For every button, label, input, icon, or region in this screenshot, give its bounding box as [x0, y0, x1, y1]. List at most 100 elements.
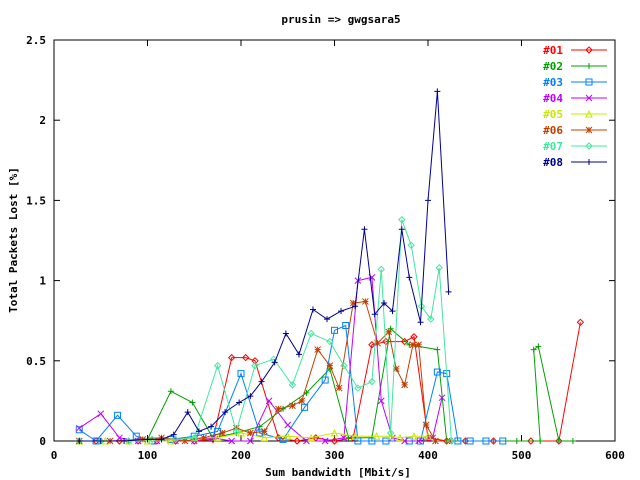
series-line: [78, 276, 443, 442]
data-point: [275, 405, 282, 413]
y-tick-label: 1: [39, 275, 46, 288]
series-layer: [75, 88, 585, 445]
data-point: [398, 215, 406, 224]
data-point: [434, 346, 441, 353]
data-point: [303, 437, 310, 445]
data-point: [144, 436, 151, 443]
data-point: [349, 434, 357, 442]
data-point: [251, 361, 259, 370]
data-point: [246, 429, 254, 437]
data-point: [527, 437, 535, 445]
series-line: [79, 219, 452, 442]
data-point: [213, 433, 222, 442]
data-point: [417, 319, 424, 326]
y-tick-label: 2: [39, 114, 46, 127]
data-point: [415, 341, 423, 349]
x-tick-label: 600: [605, 449, 625, 462]
x-tick-label: 0: [51, 449, 58, 462]
data-point: [513, 438, 520, 444]
data-point: [213, 361, 222, 370]
data-point: [314, 346, 322, 353]
y-tick-label: 1.5: [26, 194, 46, 207]
data-point: [307, 433, 315, 442]
y-axis-label: Total Packets Lost [%]: [7, 167, 20, 313]
data-point: [167, 436, 175, 445]
data-point: [260, 433, 269, 442]
data-point: [351, 432, 359, 440]
legend-label: #08: [543, 156, 563, 169]
data-point: [438, 394, 446, 402]
data-point: [368, 341, 376, 349]
x-tick-label: 300: [325, 449, 345, 462]
legend-marker: [585, 142, 593, 150]
data-point: [576, 318, 585, 327]
data-point: [371, 311, 378, 318]
data-point: [324, 316, 331, 323]
data-point: [398, 226, 405, 233]
data-point: [382, 437, 390, 445]
data-point: [76, 438, 83, 444]
data-point: [338, 308, 345, 315]
data-point: [410, 432, 418, 440]
data-point: [433, 368, 441, 376]
data-point: [342, 322, 350, 330]
data-point: [354, 384, 362, 392]
data-point: [385, 328, 393, 336]
data-point: [368, 377, 376, 386]
data-point: [158, 436, 165, 443]
data-point: [237, 370, 245, 378]
data-point: [167, 388, 174, 395]
data-point: [265, 397, 273, 405]
x-axis-label: Sum bandwidth [Mbit/s]: [265, 466, 411, 479]
data-point: [530, 346, 537, 353]
data-point: [75, 426, 83, 434]
data-point: [282, 330, 289, 337]
data-point: [258, 378, 265, 385]
data-point: [208, 423, 215, 430]
data-point: [246, 437, 254, 445]
data-point: [326, 337, 334, 346]
data-point: [170, 431, 177, 438]
data-point: [237, 428, 245, 437]
data-point: [352, 303, 359, 310]
data-point: [171, 435, 180, 444]
legend-label: #03: [543, 76, 563, 89]
data-point: [293, 437, 301, 445]
data-point: [97, 410, 105, 418]
data-point: [148, 435, 156, 444]
data-point: [307, 329, 315, 338]
series-line: [79, 327, 573, 442]
data-point: [121, 438, 128, 444]
data-point: [298, 397, 306, 405]
legend: #01 #02 #03 #04 #05 #06 #07 #08: [543, 44, 607, 169]
legend-label: #06: [543, 124, 563, 137]
data-point: [251, 357, 259, 365]
y-tick-label: 0: [39, 435, 46, 448]
data-point: [284, 421, 292, 429]
data-point: [535, 343, 542, 350]
legend-marker: [585, 46, 593, 54]
data-point: [392, 365, 400, 373]
data-point: [569, 438, 576, 444]
data-point: [537, 438, 544, 444]
data-point: [434, 88, 441, 95]
data-point: [424, 432, 432, 440]
data-point: [401, 381, 408, 389]
series-08: [76, 88, 452, 444]
series-line: [79, 322, 581, 442]
data-point: [377, 265, 385, 274]
data-point: [200, 434, 207, 442]
series-07: [75, 215, 456, 445]
data-point: [309, 306, 316, 313]
data-point: [466, 437, 474, 445]
legend-marker: [585, 94, 593, 102]
legend-label: #01: [543, 44, 563, 57]
series-line: [79, 91, 450, 442]
y-tick-label: 0.5: [26, 355, 46, 368]
data-point: [222, 409, 229, 416]
series-02: [76, 325, 576, 444]
data-point: [368, 437, 376, 445]
data-point: [345, 434, 352, 441]
legend-marker: [586, 159, 592, 165]
